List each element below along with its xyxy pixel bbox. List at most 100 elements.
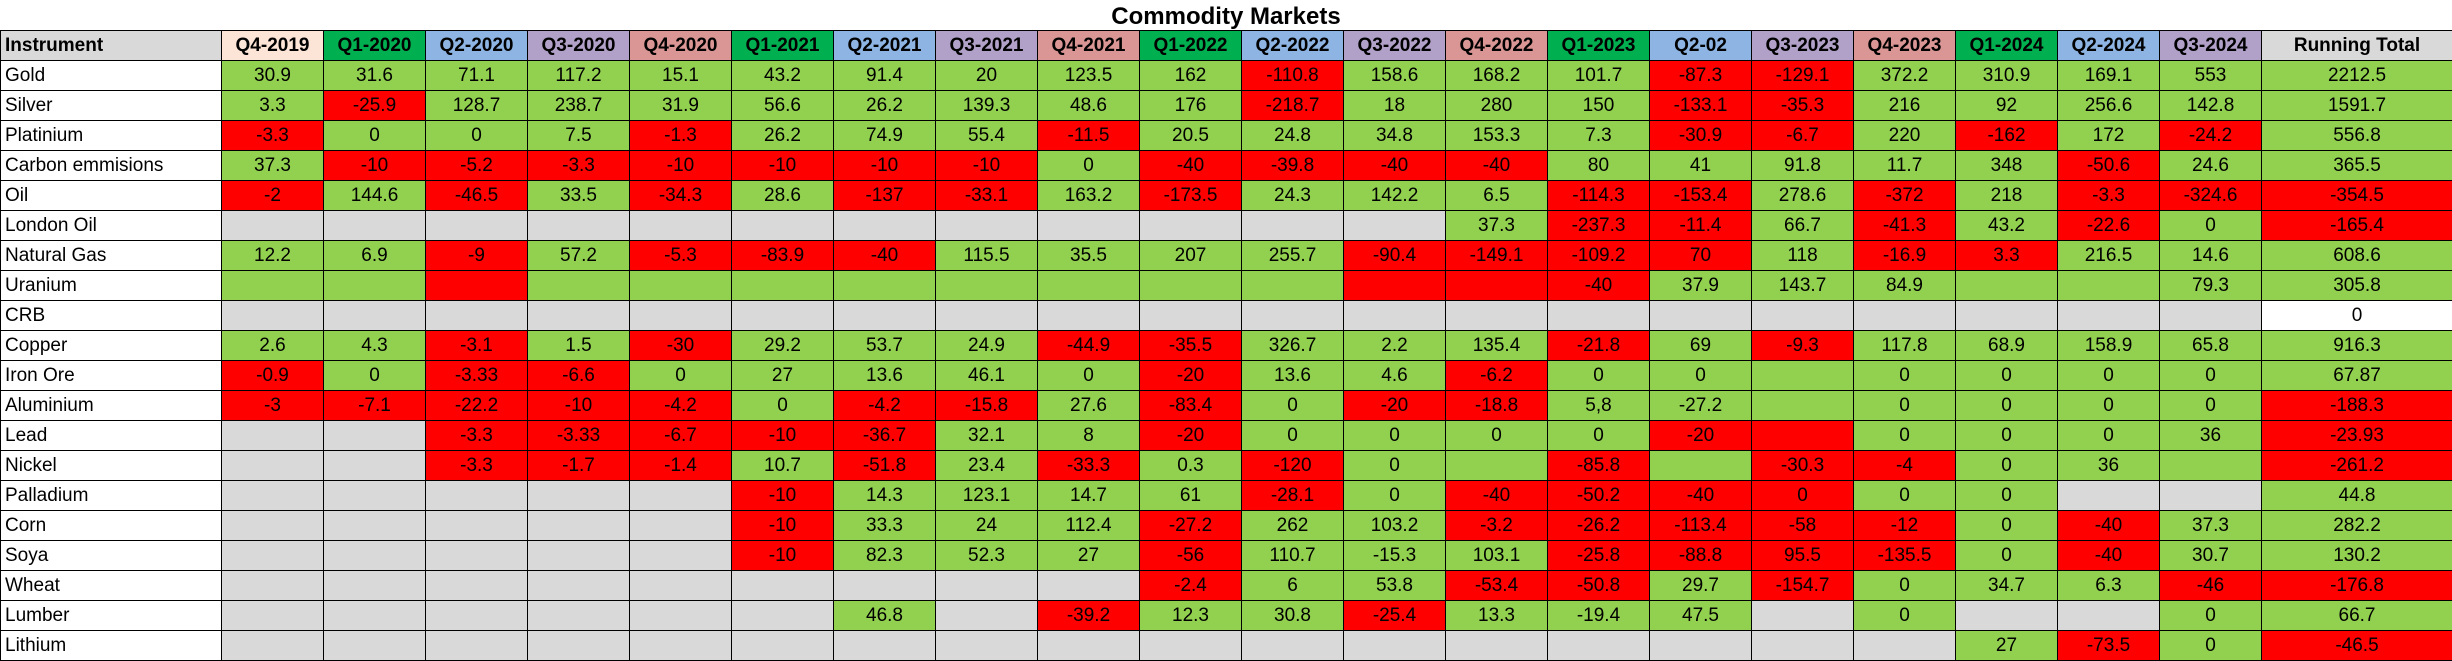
value-cell[interactable]: -162: [1956, 121, 2058, 151]
value-cell[interactable]: 0: [1038, 361, 1140, 391]
value-cell[interactable]: -36.7: [834, 421, 936, 451]
value-cell[interactable]: 162: [1140, 61, 1242, 91]
value-cell[interactable]: 117.8: [1854, 331, 1956, 361]
value-cell[interactable]: [324, 271, 426, 301]
value-cell[interactable]: -11.5: [1038, 121, 1140, 151]
value-cell[interactable]: -85.8: [1548, 451, 1650, 481]
value-cell[interactable]: 91.8: [1752, 151, 1854, 181]
value-cell[interactable]: -10: [732, 541, 834, 571]
instrument-name-cell[interactable]: Lithium: [1, 631, 222, 661]
column-header[interactable]: Q1-2021: [732, 31, 834, 61]
value-cell[interactable]: 31.9: [630, 91, 732, 121]
value-cell[interactable]: 8: [1038, 421, 1140, 451]
value-cell[interactable]: 24.9: [936, 331, 1038, 361]
value-cell[interactable]: 0: [732, 391, 834, 421]
value-cell[interactable]: 2.6: [222, 331, 324, 361]
value-cell[interactable]: [936, 571, 1038, 601]
value-cell[interactable]: [222, 481, 324, 511]
value-cell[interactable]: 70: [1650, 241, 1752, 271]
value-cell[interactable]: [1752, 601, 1854, 631]
value-cell[interactable]: -10: [528, 391, 630, 421]
value-cell[interactable]: 12.3: [1140, 601, 1242, 631]
value-cell[interactable]: 33.3: [834, 511, 936, 541]
value-cell[interactable]: 14.6: [2160, 241, 2262, 271]
value-cell[interactable]: 135.4: [1446, 331, 1548, 361]
value-cell[interactable]: [222, 541, 324, 571]
value-cell[interactable]: 103.2: [1344, 511, 1446, 541]
instrument-name-cell[interactable]: London Oil: [1, 211, 222, 241]
value-cell[interactable]: 0: [1344, 421, 1446, 451]
value-cell[interactable]: -165.4: [2262, 211, 2452, 241]
value-cell[interactable]: 6.9: [324, 241, 426, 271]
value-cell[interactable]: 28.6: [732, 181, 834, 211]
value-cell[interactable]: 91.4: [834, 61, 936, 91]
value-cell[interactable]: -23.93: [2262, 421, 2452, 451]
value-cell[interactable]: [936, 601, 1038, 631]
value-cell[interactable]: 0: [324, 121, 426, 151]
value-cell[interactable]: 4.6: [1344, 361, 1446, 391]
value-cell[interactable]: 26.2: [732, 121, 834, 151]
value-cell[interactable]: [426, 601, 528, 631]
value-cell[interactable]: 0: [1650, 361, 1752, 391]
value-cell[interactable]: 3.3: [222, 91, 324, 121]
value-cell[interactable]: -88.8: [1650, 541, 1752, 571]
value-cell[interactable]: [2058, 301, 2160, 331]
value-cell[interactable]: 117.2: [528, 61, 630, 91]
instrument-name-cell[interactable]: Wheat: [1, 571, 222, 601]
value-cell[interactable]: 43.2: [1956, 211, 2058, 241]
column-header[interactable]: Q2-2022: [1242, 31, 1344, 61]
value-cell[interactable]: [1038, 301, 1140, 331]
value-cell[interactable]: [324, 511, 426, 541]
value-cell[interactable]: 115.5: [936, 241, 1038, 271]
value-cell[interactable]: -6.6: [528, 361, 630, 391]
value-cell[interactable]: 556.8: [2262, 121, 2452, 151]
column-header[interactable]: Q3-2021: [936, 31, 1038, 61]
value-cell[interactable]: [1344, 211, 1446, 241]
value-cell[interactable]: -40: [1650, 481, 1752, 511]
value-cell[interactable]: 24.8: [1242, 121, 1344, 151]
value-cell[interactable]: 67.87: [2262, 361, 2452, 391]
value-cell[interactable]: [222, 271, 324, 301]
value-cell[interactable]: 0: [2160, 601, 2262, 631]
value-cell[interactable]: 66.7: [2262, 601, 2452, 631]
value-cell[interactable]: 37.3: [1446, 211, 1548, 241]
value-cell[interactable]: [1446, 451, 1548, 481]
value-cell[interactable]: [834, 571, 936, 601]
value-cell[interactable]: 0: [1854, 481, 1956, 511]
value-cell[interactable]: -10: [630, 151, 732, 181]
value-cell[interactable]: -3.3: [426, 451, 528, 481]
value-cell[interactable]: 216.5: [2058, 241, 2160, 271]
value-cell[interactable]: 27: [1038, 541, 1140, 571]
value-cell[interactable]: [630, 271, 732, 301]
value-cell[interactable]: [324, 421, 426, 451]
value-cell[interactable]: [630, 301, 732, 331]
value-cell[interactable]: 256.6: [2058, 91, 2160, 121]
value-cell[interactable]: -3.33: [426, 361, 528, 391]
instrument-name-cell[interactable]: Soya: [1, 541, 222, 571]
value-cell[interactable]: 0: [1548, 421, 1650, 451]
value-cell[interactable]: -53.4: [1446, 571, 1548, 601]
value-cell[interactable]: 6.3: [2058, 571, 2160, 601]
value-cell[interactable]: 255.7: [1242, 241, 1344, 271]
column-header[interactable]: Q1-2023: [1548, 31, 1650, 61]
value-cell[interactable]: 158.6: [1344, 61, 1446, 91]
value-cell[interactable]: -3.33: [528, 421, 630, 451]
value-cell[interactable]: 61: [1140, 481, 1242, 511]
value-cell[interactable]: 0: [1752, 481, 1854, 511]
value-cell[interactable]: 29.7: [1650, 571, 1752, 601]
value-cell[interactable]: [2058, 271, 2160, 301]
value-cell[interactable]: -21.8: [1548, 331, 1650, 361]
value-cell[interactable]: -18.8: [1446, 391, 1548, 421]
value-cell[interactable]: 128.7: [426, 91, 528, 121]
value-cell[interactable]: 0: [1344, 481, 1446, 511]
value-cell[interactable]: 92: [1956, 91, 2058, 121]
value-cell[interactable]: -120: [1242, 451, 1344, 481]
instrument-name-cell[interactable]: Corn: [1, 511, 222, 541]
value-cell[interactable]: -10: [834, 151, 936, 181]
value-cell[interactable]: -25.9: [324, 91, 426, 121]
value-cell[interactable]: -24.2: [2160, 121, 2262, 151]
value-cell[interactable]: -40: [1446, 151, 1548, 181]
value-cell[interactable]: 55.4: [936, 121, 1038, 151]
value-cell[interactable]: -3.3: [2058, 181, 2160, 211]
value-cell[interactable]: -3.3: [426, 421, 528, 451]
